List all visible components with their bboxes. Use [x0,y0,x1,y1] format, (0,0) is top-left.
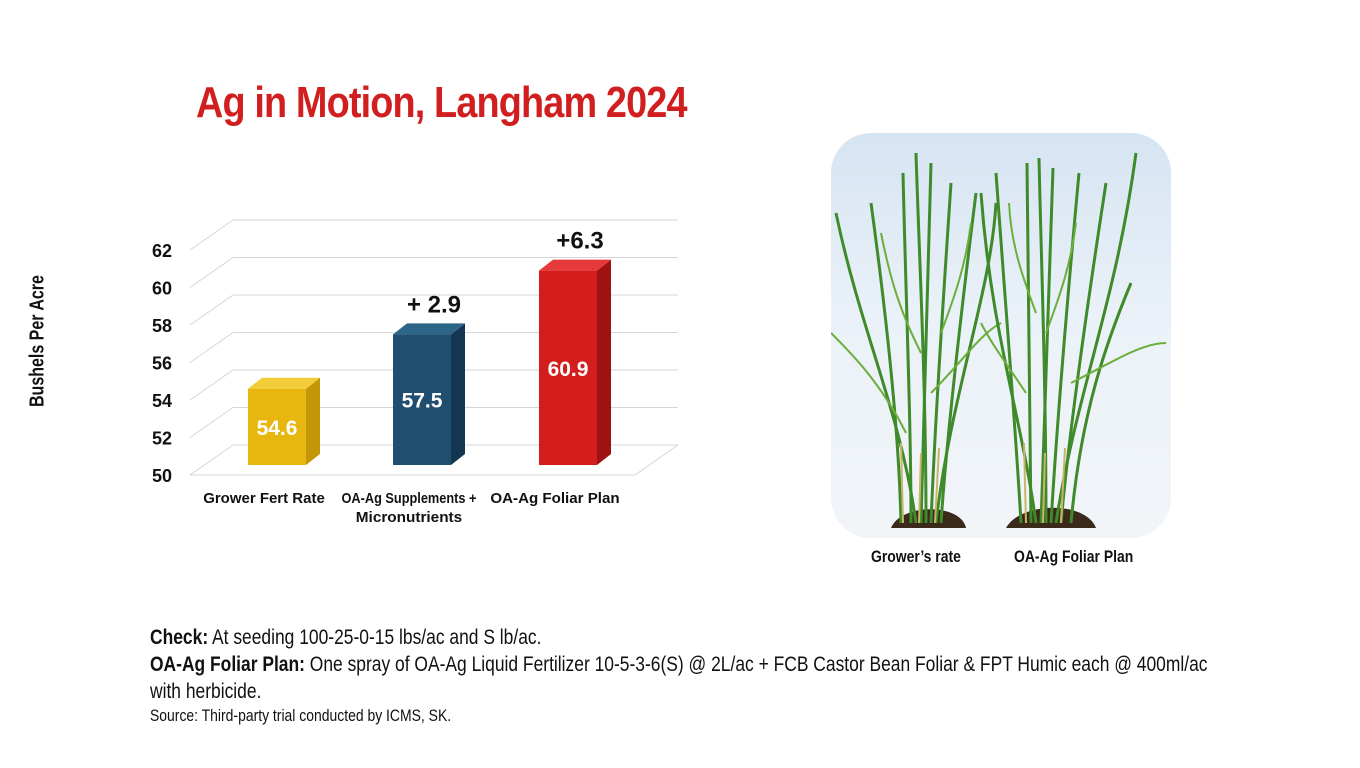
plan-note-label: OA-Ag Foliar Plan: [150,653,305,676]
grid-line-diagonal [189,332,234,363]
bar [393,334,451,465]
grid-line-diagonal [189,444,234,476]
photo-label-foliar-plan: OA-Ag Foliar Plan [1014,547,1134,566]
grid-line-diagonal [189,257,234,288]
check-note: Check: At seeding 100-25-0-15 lbs/ac and… [150,624,1237,651]
check-note-text: At seeding 100-25-0-15 lbs/ac and S lb/a… [208,626,542,649]
grid-line-diagonal [189,219,234,251]
bar [539,270,597,465]
x-tick-label: OA-Ag Supplements + [342,490,477,507]
notes-section: Check: At seeding 100-25-0-15 lbs/ac and… [150,624,1240,727]
bar-chart: 50 52 54 56 58 60 62 54.6 Grower Fert Rate 57.5 + … [152,219,679,526]
bar-value-label: 57.5 [402,390,443,413]
wheat-bundle-left-icon [831,152,1002,528]
bar-side [451,323,465,465]
check-note-label: Check: [150,626,209,649]
plan-note-text: One spray of OA-Ag Liquid Fertilizer 10-… [150,653,1208,703]
wheat-plants-illustration [831,152,1167,528]
page-title: Ag in Motion, Langham 2024 [196,78,687,127]
photo-label-growers-rate: Grower’s rate [871,547,961,566]
y-tick-label: 54 [152,391,172,411]
floor-right-edge [634,444,679,476]
source-note: Source: Third-party trial conducted by I… [150,706,452,725]
bar-increase-label: + 2.9 [407,291,461,318]
wheat-comparison-photo [831,133,1171,538]
x-tick-label: Grower Fert Rate [203,490,325,507]
bar-value-label: 54.6 [257,417,298,440]
y-tick-label: 52 [152,429,172,449]
grid-line-diagonal [189,407,234,438]
grid-line-diagonal [189,294,234,326]
bar-increase-label: +6.3 [556,228,603,255]
y-tick-label: 60 [152,279,172,299]
plan-note: OA-Ag Foliar Plan: One spray of OA-Ag Li… [150,651,1237,705]
x-tick-label: OA-Ag Foliar Plan [490,490,619,507]
wheat-bundle-right-icon [979,152,1167,528]
bar-top [539,259,611,271]
y-tick-label: 62 [152,241,172,261]
y-tick-label: 56 [152,354,172,374]
y-tick-label: 50 [152,466,172,486]
bar-top [248,377,320,389]
bar-value-label: 60.9 [548,358,589,381]
bar-side [306,377,320,465]
bar [248,388,306,465]
y-tick-label: 58 [152,316,172,336]
bar-side [597,259,611,465]
bar-top [393,323,465,335]
x-tick-label: Micronutrients [356,509,462,526]
grid-line-diagonal [189,369,234,401]
